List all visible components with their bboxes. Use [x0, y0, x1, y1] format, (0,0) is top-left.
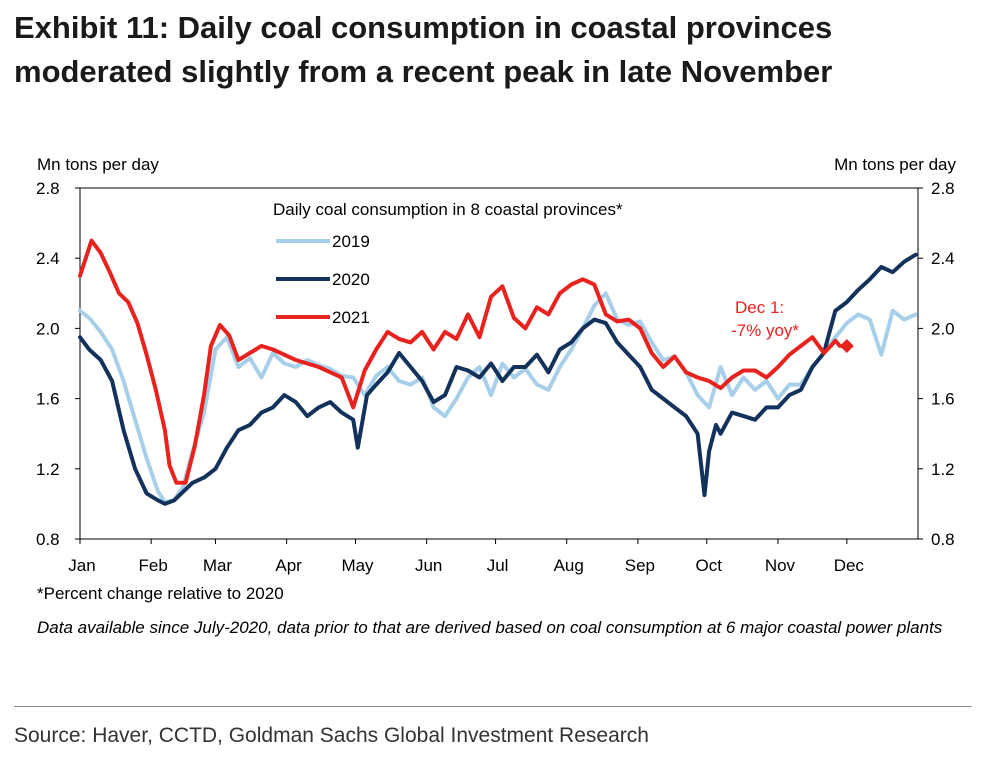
- y-tick-label-right: 1.6: [931, 390, 955, 409]
- y-tick-label-right: 2.8: [931, 179, 955, 198]
- x-axis: Jan Feb Mar Apr May Jun Jul Aug Sep Oct Nov Dec: [68, 539, 864, 575]
- y-tick-label-left: 1.2: [36, 460, 60, 479]
- x-tick-label-may: May: [341, 556, 374, 575]
- annotation-line-2: -7% yoy*: [731, 321, 799, 340]
- data-note: Data available since July-2020, data pri…: [37, 618, 943, 637]
- plot-frame: [79, 187, 919, 540]
- legend: Daily coal consumption in 8 coastal prov…: [273, 200, 623, 327]
- y-tick-label-right: 0.8: [931, 530, 955, 549]
- footnote: *Percent change relative to 2020: [37, 584, 284, 603]
- legend-label-2020: 2020: [332, 270, 370, 289]
- y-tick-label-left: 2.4: [36, 249, 60, 268]
- legend-label-2021: 2021: [332, 308, 370, 327]
- series-line-2019: [78, 291, 918, 505]
- series-lines: [78, 238, 918, 506]
- y-tick-label-left: 1.6: [36, 390, 60, 409]
- x-tick-label-sep: Sep: [625, 556, 655, 575]
- y-axis-right-label: Mn tons per day: [834, 155, 956, 174]
- x-tick-label-nov: Nov: [765, 556, 796, 575]
- y-tick-label-right: 2.4: [931, 249, 955, 268]
- y-tick-label-left: 2.8: [36, 179, 60, 198]
- y-axis-left: 0.8 1.2 1.6 2.0 2.4 2.8: [36, 179, 923, 549]
- series-line-2020: [78, 252, 918, 506]
- x-tick-label-apr: Apr: [275, 556, 302, 575]
- coal-consumption-chart: Mn tons per day Mn tons per day 0.8 1.2 1.…: [36, 155, 956, 575]
- divider: [14, 706, 972, 707]
- y-tick-label-right: 2.0: [931, 319, 955, 338]
- legend-title: Daily coal consumption in 8 coastal prov…: [273, 200, 623, 219]
- x-tick-label-aug: Aug: [554, 556, 584, 575]
- legend-label-2019: 2019: [332, 232, 370, 251]
- annotation-line-1: Dec 1:: [735, 298, 784, 317]
- source-line: Source: Haver, CCTD, Goldman Sachs Globa…: [14, 724, 649, 747]
- y-tick-label-left: 2.0: [36, 319, 60, 338]
- page-title: Exhibit 11: Daily coal consumption in co…: [14, 10, 833, 89]
- x-tick-label-mar: Mar: [203, 556, 233, 575]
- y-axis-left-label: Mn tons per day: [37, 155, 159, 174]
- y-tick-label-left: 0.8: [36, 530, 60, 549]
- x-tick-label-jan: Jan: [68, 556, 95, 575]
- series-line-2021: [78, 238, 849, 485]
- x-tick-label-dec: Dec: [834, 556, 865, 575]
- x-tick-label-feb: Feb: [139, 556, 168, 575]
- series-2021-end-marker: [839, 338, 854, 353]
- x-tick-label-jun: Jun: [415, 556, 442, 575]
- y-tick-label-right: 1.2: [931, 460, 955, 479]
- x-tick-label-jul: Jul: [487, 556, 509, 575]
- y-axis-right: 0.8 1.2 1.6 2.0 2.4 2.8: [931, 179, 955, 549]
- x-tick-label-oct: Oct: [696, 556, 723, 575]
